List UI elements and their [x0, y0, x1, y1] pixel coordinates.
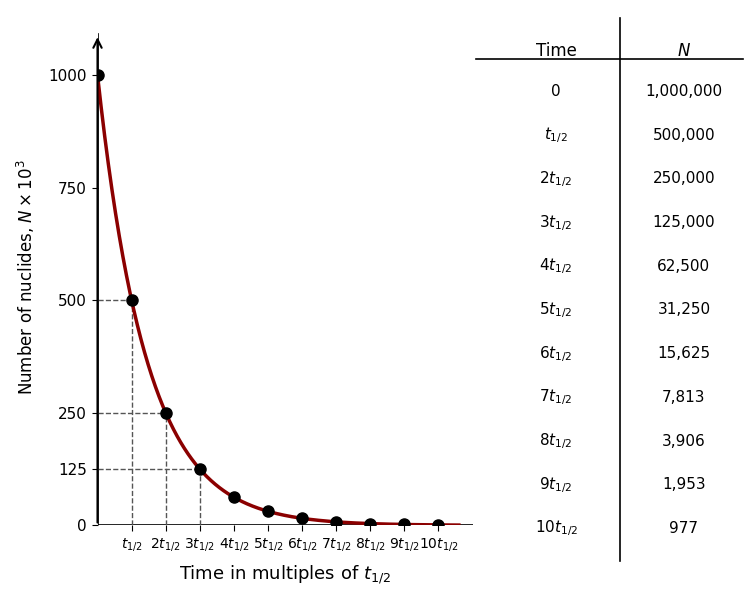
X-axis label: Time in multiples of $t_{1/2}$: Time in multiples of $t_{1/2}$ — [179, 564, 391, 586]
Text: 125,000: 125,000 — [652, 215, 716, 230]
Text: 7,813: 7,813 — [662, 390, 706, 405]
Text: 500,000: 500,000 — [652, 128, 716, 143]
Text: 977: 977 — [670, 521, 698, 536]
Y-axis label: Number of nuclides, $N \times 10^3$: Number of nuclides, $N \times 10^3$ — [15, 160, 38, 395]
Text: $5t_{1/2}$: $5t_{1/2}$ — [539, 300, 573, 320]
Text: $7t_{1/2}$: $7t_{1/2}$ — [539, 387, 573, 407]
Text: $3t_{1/2}$: $3t_{1/2}$ — [539, 213, 573, 232]
Text: $2t_{1/2}$: $2t_{1/2}$ — [539, 169, 573, 189]
Text: 62,500: 62,500 — [657, 259, 710, 273]
Text: 3,906: 3,906 — [662, 433, 706, 448]
Text: $t_{1/2}$: $t_{1/2}$ — [544, 125, 568, 145]
Text: $10t_{1/2}$: $10t_{1/2}$ — [535, 518, 578, 538]
Text: 15,625: 15,625 — [657, 346, 710, 361]
Text: $4t_{1/2}$: $4t_{1/2}$ — [539, 256, 573, 276]
Text: Time: Time — [536, 42, 577, 60]
Text: $N$: $N$ — [677, 42, 691, 60]
Text: 31,250: 31,250 — [657, 303, 710, 318]
Text: $8t_{1/2}$: $8t_{1/2}$ — [539, 431, 573, 451]
Text: 0: 0 — [551, 84, 561, 99]
Text: $6t_{1/2}$: $6t_{1/2}$ — [539, 344, 573, 364]
Text: $9t_{1/2}$: $9t_{1/2}$ — [539, 475, 573, 495]
Text: 1,000,000: 1,000,000 — [645, 84, 722, 99]
Text: 250,000: 250,000 — [652, 171, 716, 186]
Text: 1,953: 1,953 — [662, 477, 706, 493]
